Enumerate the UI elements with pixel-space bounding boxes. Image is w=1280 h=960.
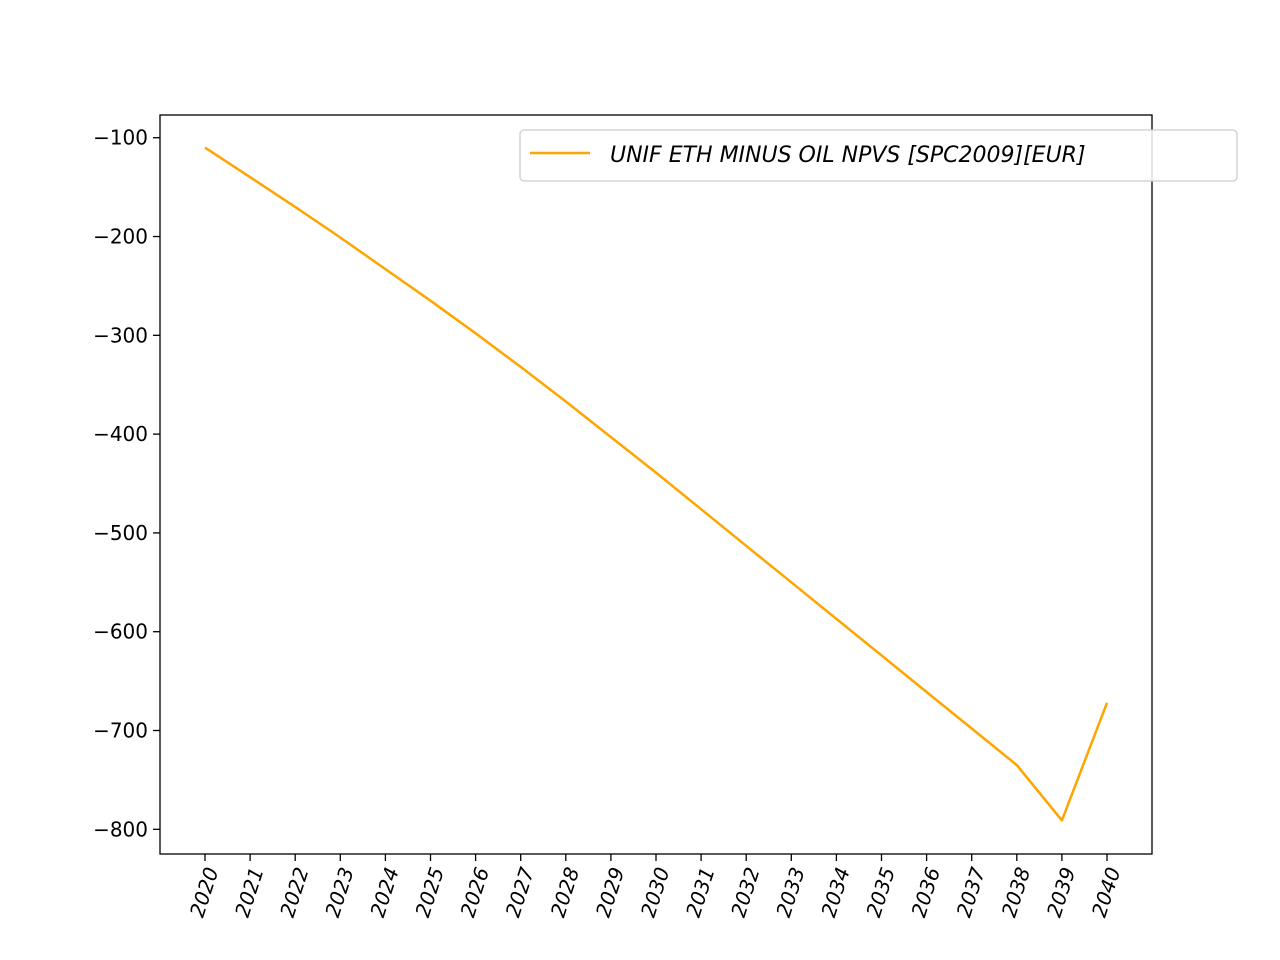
legend: UNIF ETH MINUS OIL NPVS [SPC2009][EUR] (519, 129, 1238, 182)
y-axis-ticks: −100 −200 −300 −400 −500 −600 −700 −800 (93, 126, 160, 841)
y-tick-label: −100 (93, 126, 148, 150)
y-tick-label: −400 (93, 422, 148, 446)
legend-box (519, 129, 1238, 182)
series-line-unif-eth-minus-oil-npvs (204, 146, 1109, 822)
y-tick-label: −500 (93, 521, 148, 545)
y-tick-label: −300 (93, 323, 148, 347)
legend-label: UNIF ETH MINUS OIL NPVS [SPC2009][EUR] (610, 143, 1086, 168)
plot-area-frame (159, 114, 1153, 855)
y-tick-label: −700 (93, 719, 148, 743)
y-tick-label: −800 (93, 817, 148, 841)
y-tick-label: −200 (93, 225, 148, 249)
y-tick-label: −600 (93, 620, 148, 644)
